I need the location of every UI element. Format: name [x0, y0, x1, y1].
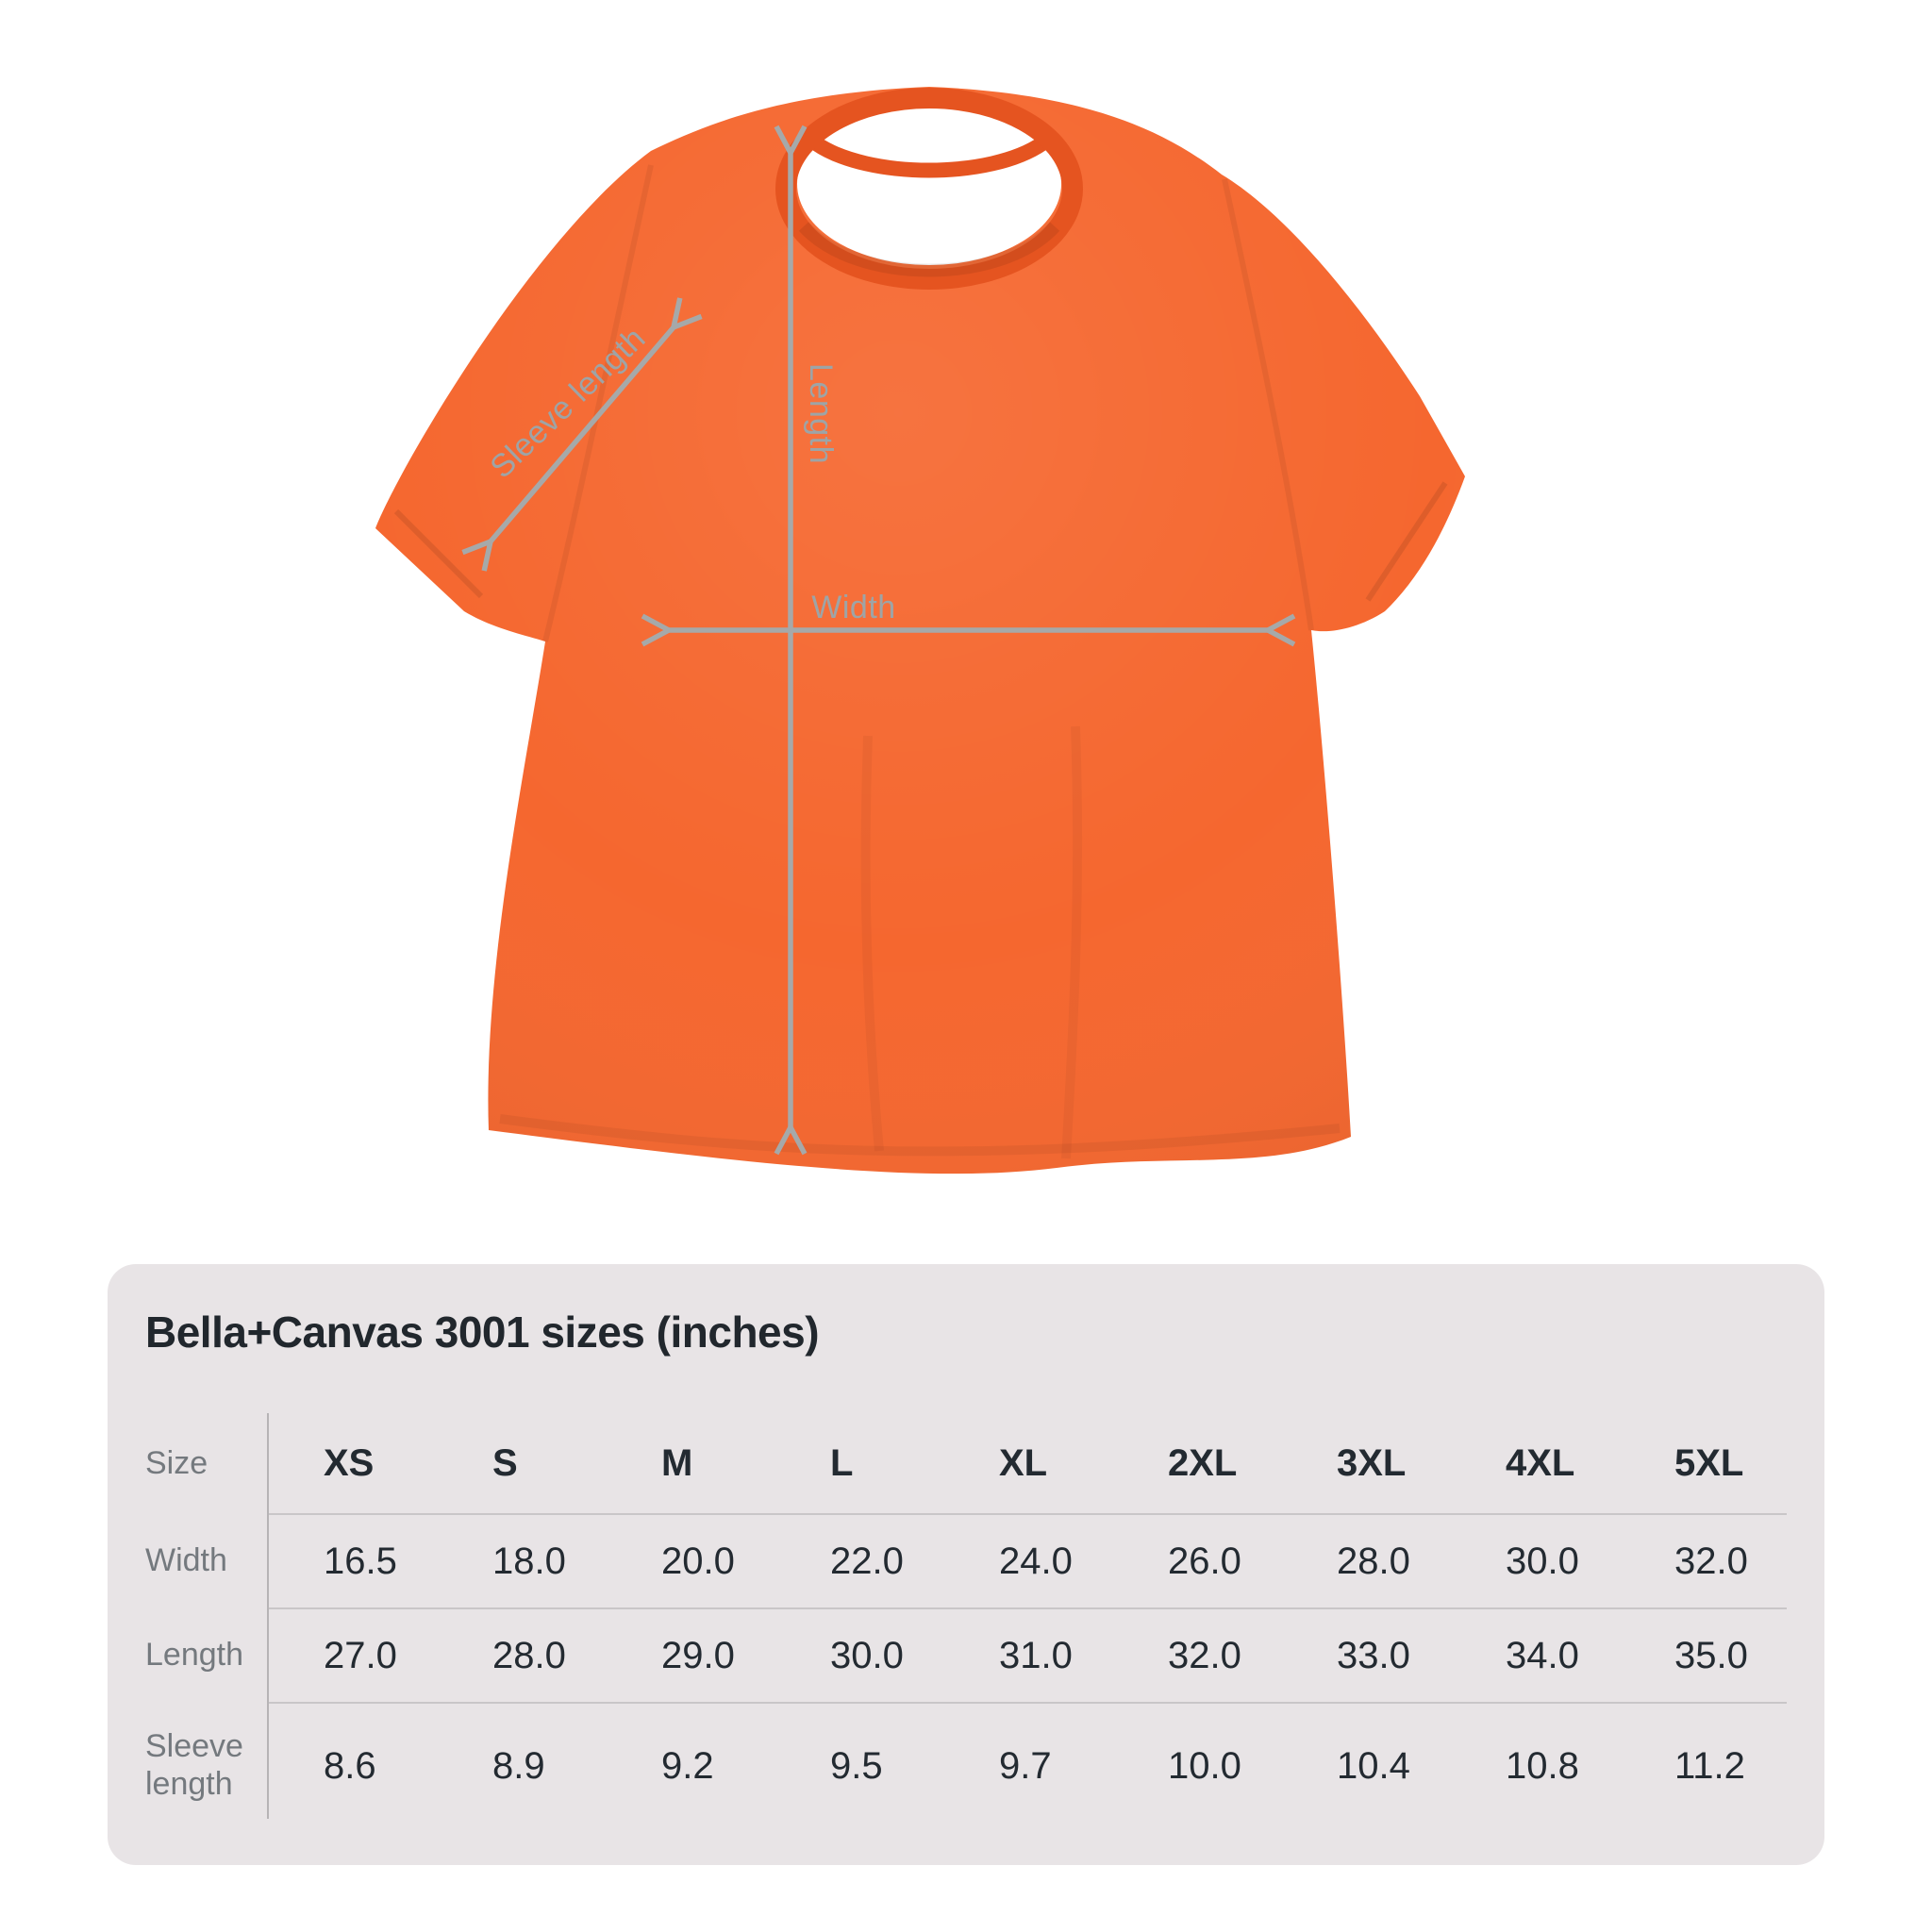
size-value-cell: 22.0 — [774, 1513, 942, 1607]
size-value-cell: 30.0 — [774, 1607, 942, 1702]
size-value-cell: 34.0 — [1449, 1607, 1618, 1702]
size-value-cell: 8.6 — [267, 1702, 436, 1828]
tshirt-graphic — [375, 87, 1465, 1174]
size-column-header-xl: XL — [999, 1441, 1048, 1484]
size-value-cell: 16.5 — [267, 1513, 436, 1607]
size-row-label-sleeve-length: Sleeve length — [145, 1728, 243, 1802]
size-row-label-width: Width — [145, 1542, 227, 1578]
size-value-cell: 28.0 — [436, 1607, 605, 1702]
size-value-cell: 32.0 — [1618, 1513, 1787, 1607]
size-value-cell: 10.4 — [1280, 1702, 1449, 1828]
size-value-cell: 18.0 — [436, 1513, 605, 1607]
width-dimension-label: Width — [811, 590, 896, 625]
size-value-cell: 29.0 — [605, 1607, 774, 1702]
size-row-label-length: Length — [145, 1637, 243, 1673]
size-column-header-4xl: 4XL — [1506, 1441, 1575, 1484]
size-chart-title: Bella+Canvas 3001 sizes (inches) — [145, 1307, 820, 1357]
sleeve-length-arrow — [491, 327, 674, 541]
size-column-header-2xl: 2XL — [1168, 1441, 1238, 1484]
size-value-cell: 33.0 — [1280, 1607, 1449, 1702]
size-value-cell: 11.2 — [1618, 1702, 1787, 1828]
size-column-header-xs: XS — [324, 1441, 375, 1484]
size-column-header-3xl: 3XL — [1337, 1441, 1407, 1484]
neck-hole — [797, 103, 1061, 265]
measurement-arrows — [491, 153, 1268, 1127]
size-value-cell: 9.5 — [774, 1702, 942, 1828]
size-value-cell: 10.8 — [1449, 1702, 1618, 1828]
size-value-cell: 27.0 — [267, 1607, 436, 1702]
size-table-corner-label: Size — [145, 1445, 208, 1481]
size-value-cell: 8.9 — [436, 1702, 605, 1828]
collar-shadow — [798, 222, 1060, 277]
size-column-header-m: M — [661, 1441, 693, 1484]
fabric-folds — [393, 164, 1448, 1159]
size-column-header-5xl: 5XL — [1674, 1441, 1744, 1484]
size-value-cell: 9.2 — [605, 1702, 774, 1828]
size-value-cell: 24.0 — [942, 1513, 1111, 1607]
size-value-cell: 31.0 — [942, 1607, 1111, 1702]
size-value-cell: 20.0 — [605, 1513, 774, 1607]
length-dimension-label: Length — [803, 363, 839, 464]
size-table: Size XS S M L XL 2XL 3XL 4XL 5XL Width 16.5 18.0 20.0… — [145, 1413, 1787, 1828]
size-value-cell: 9.7 — [942, 1702, 1111, 1828]
size-value-cell: 30.0 — [1449, 1513, 1618, 1607]
size-value-cell: 35.0 — [1618, 1607, 1787, 1702]
size-value-cell: 10.0 — [1111, 1702, 1280, 1828]
size-chart-card: Bella+Canvas 3001 sizes (inches) Size XS S… — [108, 1264, 1824, 1865]
back-collar — [808, 136, 1050, 178]
size-value-cell: 28.0 — [1280, 1513, 1449, 1607]
size-column-header-l: L — [830, 1441, 854, 1484]
size-value-cell: 32.0 — [1111, 1607, 1280, 1702]
size-value-cell: 26.0 — [1111, 1513, 1280, 1607]
tshirt-photo: Length Width Sleeve length — [340, 75, 1509, 1198]
size-column-header-s: S — [492, 1441, 518, 1484]
